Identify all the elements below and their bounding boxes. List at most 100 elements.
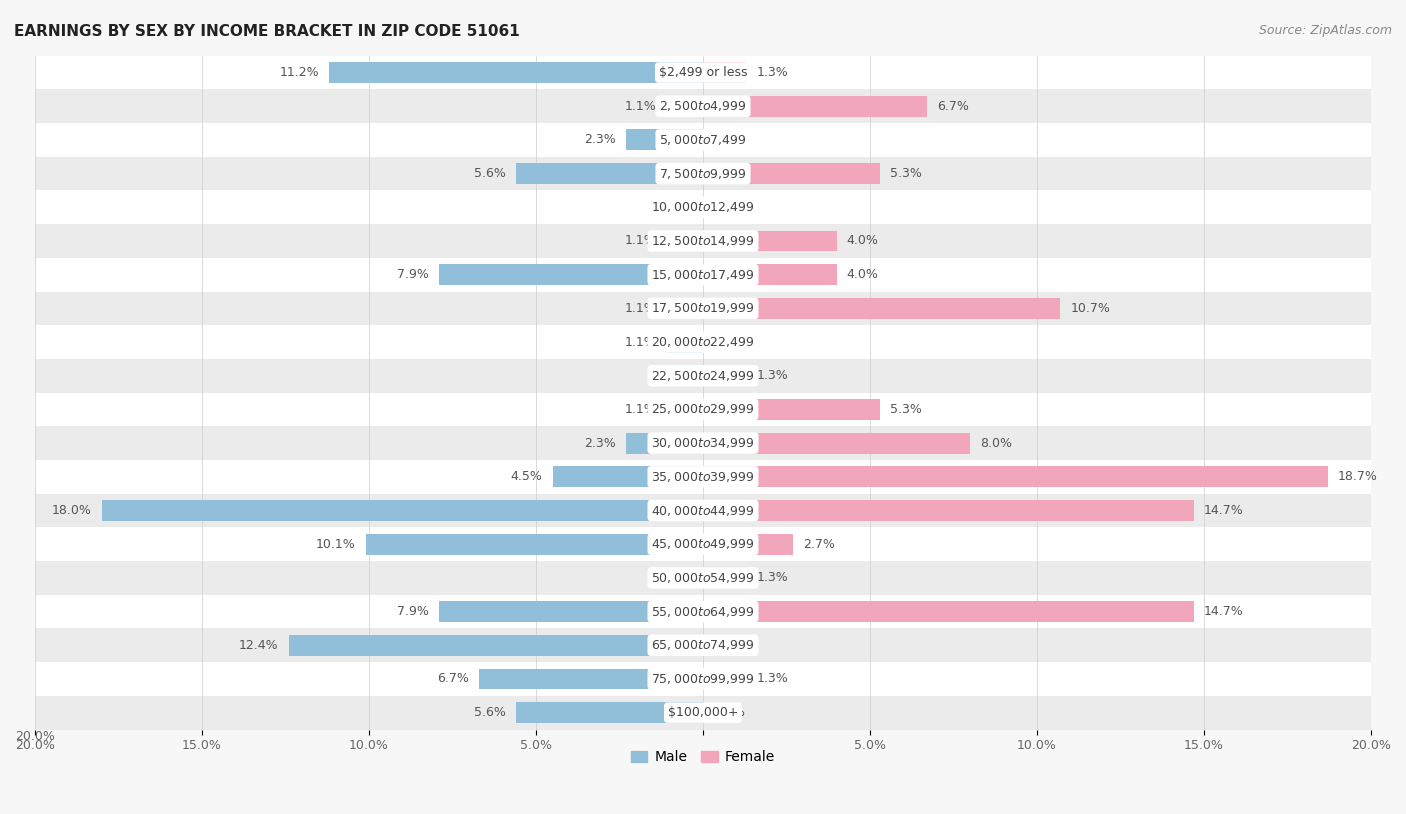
Text: 6.7%: 6.7% xyxy=(936,100,969,112)
Bar xyxy=(35,224,1371,258)
Text: 1.1%: 1.1% xyxy=(624,403,657,416)
Bar xyxy=(439,265,703,285)
Bar xyxy=(626,129,703,151)
Text: $7,500 to $9,999: $7,500 to $9,999 xyxy=(659,167,747,181)
Bar xyxy=(35,190,1371,224)
Text: 0.0%: 0.0% xyxy=(713,707,745,719)
Text: $20,000 to $22,499: $20,000 to $22,499 xyxy=(651,335,755,349)
Bar xyxy=(703,96,927,116)
Bar xyxy=(35,55,1371,90)
Text: 10.7%: 10.7% xyxy=(1070,302,1111,315)
Bar xyxy=(35,392,1371,427)
Text: 8.0%: 8.0% xyxy=(980,436,1012,449)
Text: $35,000 to $39,999: $35,000 to $39,999 xyxy=(651,470,755,484)
Text: $100,000+: $100,000+ xyxy=(668,707,738,719)
Bar xyxy=(666,298,703,319)
Bar xyxy=(666,331,703,352)
Bar xyxy=(516,702,703,723)
Bar xyxy=(35,696,1371,729)
Text: 2.3%: 2.3% xyxy=(585,436,616,449)
Text: 5.6%: 5.6% xyxy=(474,707,506,719)
Bar xyxy=(35,460,1371,493)
Bar xyxy=(35,157,1371,190)
Text: $12,500 to $14,999: $12,500 to $14,999 xyxy=(651,234,755,248)
Bar xyxy=(35,662,1371,696)
Text: 2.7%: 2.7% xyxy=(803,538,835,551)
Bar xyxy=(703,298,1060,319)
Text: 18.7%: 18.7% xyxy=(1337,470,1378,484)
Text: $30,000 to $34,999: $30,000 to $34,999 xyxy=(651,436,755,450)
Bar xyxy=(703,668,747,689)
Text: $17,500 to $19,999: $17,500 to $19,999 xyxy=(651,301,755,315)
Bar xyxy=(35,291,1371,326)
Text: 1.3%: 1.3% xyxy=(756,571,789,584)
Text: 7.9%: 7.9% xyxy=(398,605,429,618)
Bar xyxy=(35,527,1371,561)
Bar xyxy=(666,230,703,252)
Text: 6.7%: 6.7% xyxy=(437,672,470,685)
Bar xyxy=(479,668,703,689)
Bar xyxy=(101,500,703,521)
Text: 14.7%: 14.7% xyxy=(1204,504,1244,517)
Text: $45,000 to $49,999: $45,000 to $49,999 xyxy=(651,537,755,551)
Text: $5,000 to $7,499: $5,000 to $7,499 xyxy=(659,133,747,147)
Bar xyxy=(703,602,1194,622)
Bar xyxy=(439,602,703,622)
Bar xyxy=(35,359,1371,392)
Bar xyxy=(288,635,703,656)
Bar xyxy=(703,500,1194,521)
Bar xyxy=(35,628,1371,662)
Text: 0.0%: 0.0% xyxy=(713,639,745,652)
Text: $22,500 to $24,999: $22,500 to $24,999 xyxy=(651,369,755,383)
Text: 14.7%: 14.7% xyxy=(1204,605,1244,618)
Text: 0.0%: 0.0% xyxy=(661,201,693,214)
Text: 4.0%: 4.0% xyxy=(846,234,879,247)
Text: 1.1%: 1.1% xyxy=(624,100,657,112)
Bar xyxy=(703,399,880,420)
Bar xyxy=(703,534,793,554)
Bar xyxy=(703,433,970,453)
Text: 5.6%: 5.6% xyxy=(474,167,506,180)
Text: 0.0%: 0.0% xyxy=(713,201,745,214)
Bar xyxy=(703,265,837,285)
Text: 7.9%: 7.9% xyxy=(398,268,429,281)
Text: 10.1%: 10.1% xyxy=(316,538,356,551)
Text: 5.3%: 5.3% xyxy=(890,167,922,180)
Text: 12.4%: 12.4% xyxy=(239,639,278,652)
Text: $40,000 to $44,999: $40,000 to $44,999 xyxy=(651,504,755,518)
Bar xyxy=(666,96,703,116)
Bar xyxy=(703,567,747,589)
Text: $10,000 to $12,499: $10,000 to $12,499 xyxy=(651,200,755,214)
Bar xyxy=(666,399,703,420)
Bar xyxy=(703,466,1327,488)
Text: 1.3%: 1.3% xyxy=(756,370,789,383)
Text: $55,000 to $64,999: $55,000 to $64,999 xyxy=(651,605,755,619)
Bar xyxy=(626,433,703,453)
Text: 0.0%: 0.0% xyxy=(661,571,693,584)
Text: $75,000 to $99,999: $75,000 to $99,999 xyxy=(651,672,755,686)
Text: 2.3%: 2.3% xyxy=(585,133,616,147)
Bar xyxy=(366,534,703,554)
Text: 5.3%: 5.3% xyxy=(890,403,922,416)
Bar xyxy=(35,258,1371,291)
Text: 4.5%: 4.5% xyxy=(510,470,543,484)
Text: $25,000 to $29,999: $25,000 to $29,999 xyxy=(651,402,755,417)
Bar xyxy=(516,163,703,184)
Text: 0.0%: 0.0% xyxy=(713,335,745,348)
Text: EARNINGS BY SEX BY INCOME BRACKET IN ZIP CODE 51061: EARNINGS BY SEX BY INCOME BRACKET IN ZIP… xyxy=(14,24,520,39)
Text: 1.1%: 1.1% xyxy=(624,335,657,348)
Text: 18.0%: 18.0% xyxy=(52,504,91,517)
Text: 0.0%: 0.0% xyxy=(661,370,693,383)
Text: 1.3%: 1.3% xyxy=(756,672,789,685)
Bar xyxy=(35,90,1371,123)
Bar xyxy=(703,62,747,83)
Text: 1.1%: 1.1% xyxy=(624,234,657,247)
Text: $2,499 or less: $2,499 or less xyxy=(659,66,747,79)
Text: 1.1%: 1.1% xyxy=(624,302,657,315)
Bar xyxy=(703,365,747,386)
Text: $15,000 to $17,499: $15,000 to $17,499 xyxy=(651,268,755,282)
Text: $50,000 to $54,999: $50,000 to $54,999 xyxy=(651,571,755,585)
Bar xyxy=(35,326,1371,359)
Text: 11.2%: 11.2% xyxy=(280,66,319,79)
Text: 0.0%: 0.0% xyxy=(713,133,745,147)
